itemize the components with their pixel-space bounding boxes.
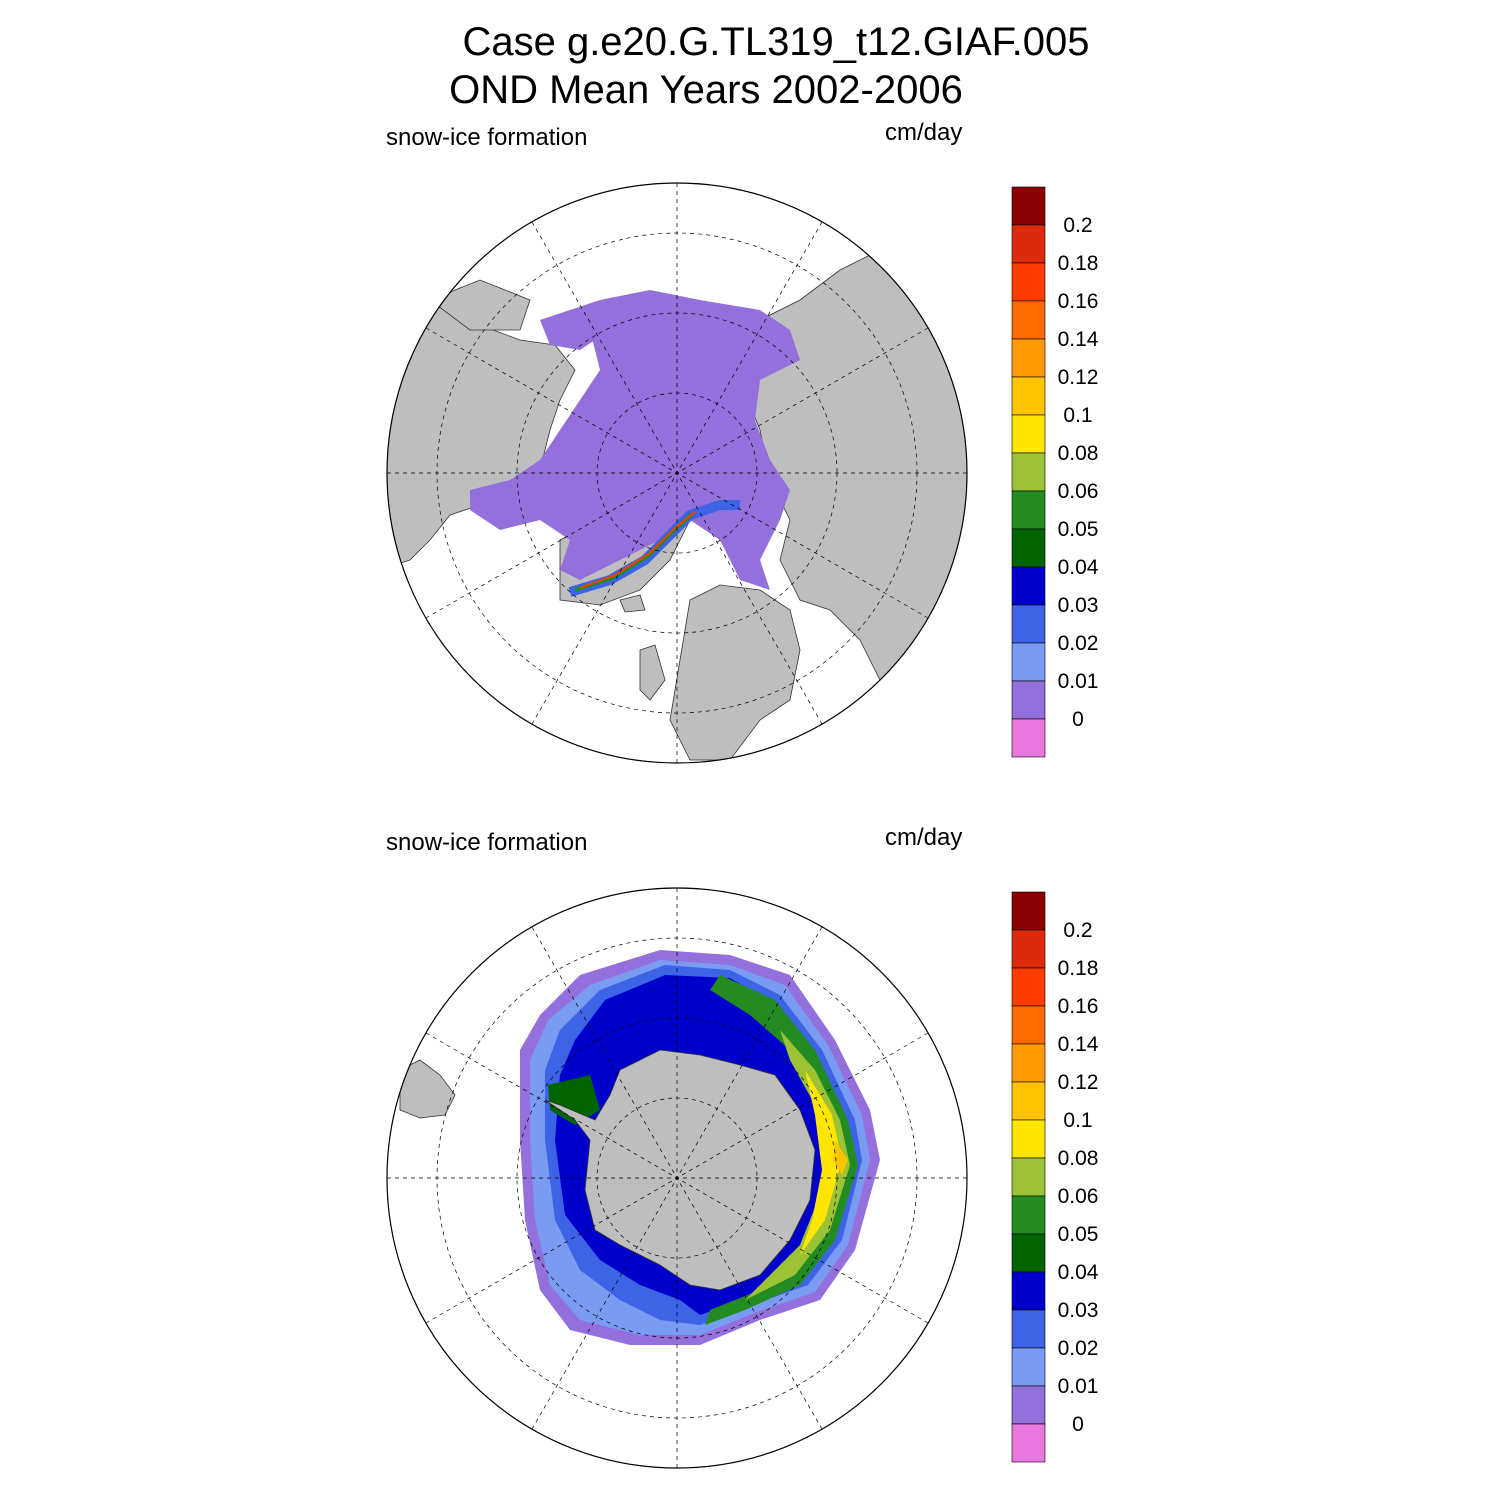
south-colorbar-tick-label: 0.04 xyxy=(1058,1261,1099,1284)
north-colorbar-swatch-12 xyxy=(1011,642,1046,682)
north-colorbar-swatch-13 xyxy=(1011,680,1046,720)
south-colorbar-tick-label: 0.1 xyxy=(1063,1109,1092,1132)
north-colorbar-tick-label: 0.06 xyxy=(1058,480,1099,503)
figure-title-line2: OND Mean Years 2002-2006 xyxy=(449,68,963,112)
north-arctic-ice-cover xyxy=(470,290,800,590)
south-colorbar-tick-label: 0.14 xyxy=(1058,1033,1099,1056)
south-panel-variable-label: snow-ice formation xyxy=(386,829,588,856)
south-colorbar-swatch-4 xyxy=(1011,1043,1046,1083)
alaska-land xyxy=(429,279,531,331)
north-colorbar-tick-label: 0 xyxy=(1072,708,1084,731)
north-panel-variable-label: snow-ice formation xyxy=(386,124,588,151)
south-colorbar-tick-label: 0.08 xyxy=(1058,1147,1099,1170)
south-colorbar-tick-label: 0.05 xyxy=(1058,1223,1099,1246)
figure-title-line1: Case g.e20.G.TL319_t12.GIAF.005 xyxy=(462,20,1090,64)
south-ice-green-west xyxy=(548,1075,600,1125)
north-colorbar-swatch-2 xyxy=(1011,262,1046,302)
north-colorbar-tick-label: 0.08 xyxy=(1058,442,1099,465)
north-fram-edge-red xyxy=(579,511,696,589)
south-ice-yellowgreen-band xyxy=(745,1030,850,1300)
south-polar-map xyxy=(386,887,968,1469)
europe-land xyxy=(669,584,801,761)
north-colorbar-swatch-4 xyxy=(1011,338,1046,378)
north-land xyxy=(387,249,967,761)
north-panel-units-label: cm/day xyxy=(885,119,963,146)
south-colorbar-tick-label: 0.16 xyxy=(1058,995,1099,1018)
north-colorbar-tick-label: 0.02 xyxy=(1058,632,1099,655)
south-colorbar-swatch-6 xyxy=(1011,1119,1046,1159)
north-colorbar: 0.2 0.18 0.16 0.14 0.12 0.1 0.08 0.06 0.05 0.04 0.… xyxy=(1011,186,1099,758)
south-colorbar-swatch-7 xyxy=(1011,1157,1046,1197)
north-map-border xyxy=(386,182,968,764)
north-colorbar-swatch-9 xyxy=(1011,528,1046,568)
north-colorbar-tick-label: 0.12 xyxy=(1058,366,1099,389)
south-colorbar: 0.2 0.18 0.16 0.14 0.12 0.1 0.08 0.06 0.05 0.04 0.… xyxy=(1011,891,1099,1463)
south-colorbar-tick-label: 0.03 xyxy=(1058,1299,1099,1322)
uk-land xyxy=(639,644,666,701)
south-america-land xyxy=(399,1059,456,1119)
north-colorbar-tick-label: 0.16 xyxy=(1058,290,1099,313)
south-colorbar-swatch-2 xyxy=(1011,967,1046,1007)
south-colorbar-swatch-10 xyxy=(1011,1271,1046,1311)
north-colorbar-swatch-0 xyxy=(1011,186,1046,226)
north-colorbar-swatch-10 xyxy=(1011,566,1046,606)
north-colorbar-tick-label: 0.04 xyxy=(1058,556,1099,579)
north-colorbar-tick-label: 0.14 xyxy=(1058,328,1099,351)
north-colorbar-tick-label: 0.2 xyxy=(1063,214,1092,237)
south-colorbar-tick-label: 0.18 xyxy=(1058,957,1099,980)
south-colorbar-swatch-5 xyxy=(1011,1081,1046,1121)
south-colorbar-tick-label: 0.01 xyxy=(1058,1375,1099,1398)
south-colorbar-swatch-0 xyxy=(1011,891,1046,931)
north-colorbar-swatch-7 xyxy=(1011,452,1046,492)
north-colorbar-swatch-14 xyxy=(1011,718,1046,758)
south-panel-units-label: cm/day xyxy=(885,824,963,851)
south-ice-yellow-band xyxy=(800,1070,842,1255)
south-graticule xyxy=(387,888,967,1468)
south-colorbar-tick-label: 0.06 xyxy=(1058,1185,1099,1208)
north-colorbar-tick-label: 0.01 xyxy=(1058,670,1099,693)
south-colorbar-tick-label: 0 xyxy=(1072,1413,1084,1436)
south-colorbar-swatch-11 xyxy=(1011,1309,1046,1349)
north-colorbar-tick-label: 0.18 xyxy=(1058,252,1099,275)
north-america-land xyxy=(387,279,576,571)
north-polar-map xyxy=(386,182,968,764)
north-colorbar-swatch-5 xyxy=(1011,376,1046,416)
north-colorbar-swatch-1 xyxy=(1011,224,1046,264)
north-colorbar-swatch-3 xyxy=(1011,300,1046,340)
north-colorbar-tick-label: 0.1 xyxy=(1063,404,1092,427)
south-colorbar-swatch-12 xyxy=(1011,1347,1046,1387)
south-map-border xyxy=(386,887,968,1469)
north-graticule xyxy=(387,183,967,763)
north-colorbar-tick-label: 0.03 xyxy=(1058,594,1099,617)
south-colorbar-swatch-14 xyxy=(1011,1423,1046,1463)
iceland-land xyxy=(619,594,646,613)
south-colorbar-swatch-9 xyxy=(1011,1233,1046,1273)
south-colorbar-tick-label: 0.12 xyxy=(1058,1071,1099,1094)
antarctica-land xyxy=(544,1049,816,1291)
north-colorbar-swatch-6 xyxy=(1011,414,1046,454)
south-colorbar-tick-label: 0.02 xyxy=(1058,1337,1099,1360)
south-colorbar-swatch-3 xyxy=(1011,1005,1046,1045)
south-colorbar-tick-label: 0.2 xyxy=(1063,919,1092,942)
south-colorbar-swatch-13 xyxy=(1011,1385,1046,1425)
south-colorbar-swatch-1 xyxy=(1011,929,1046,969)
north-colorbar-swatch-11 xyxy=(1011,604,1046,644)
north-colorbar-tick-label: 0.05 xyxy=(1058,518,1099,541)
south-colorbar-swatch-8 xyxy=(1011,1195,1046,1235)
north-colorbar-swatch-8 xyxy=(1011,490,1046,530)
